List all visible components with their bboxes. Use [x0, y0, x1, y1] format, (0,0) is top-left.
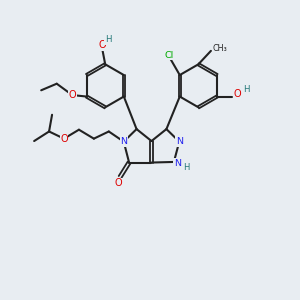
Text: N: N [120, 137, 127, 146]
Text: O: O [60, 134, 68, 144]
Text: CH₃: CH₃ [212, 44, 227, 53]
Text: O: O [233, 88, 241, 99]
Text: H: H [244, 85, 250, 94]
Text: N: N [176, 137, 183, 146]
Text: H: H [183, 163, 190, 172]
Text: Cl: Cl [165, 50, 174, 59]
Text: N: N [174, 159, 181, 168]
Text: H: H [105, 35, 111, 44]
Text: O: O [115, 178, 122, 188]
Text: O: O [68, 90, 76, 100]
Text: O: O [98, 40, 106, 50]
